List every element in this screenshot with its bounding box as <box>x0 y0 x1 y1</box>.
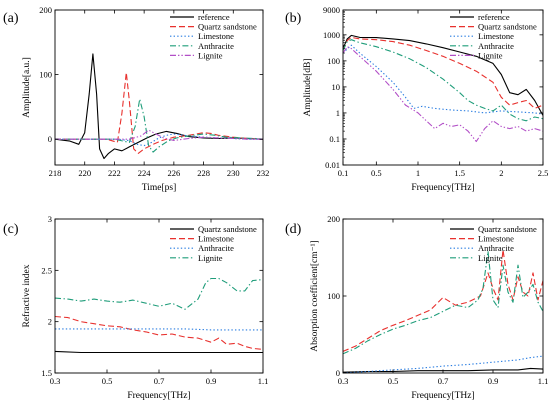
x-tick-label: 0.3 <box>50 376 61 386</box>
legend-label: reference <box>198 12 230 22</box>
legend-label: Anthracite <box>198 41 234 51</box>
x-tick-label: 0.5 <box>371 168 382 178</box>
y-tick-label: 1 <box>336 108 340 118</box>
legend-label: Quartz sandstone <box>198 22 257 32</box>
y-tick-label: 100 <box>39 70 52 80</box>
x-tick-label: 230 <box>227 168 240 178</box>
x-tick-label: 0.5 <box>388 376 399 386</box>
series-line-reference <box>343 34 543 116</box>
series-line-quartz-sandstone <box>343 367 543 373</box>
legend-label: Lignite <box>478 253 503 263</box>
legend-label: reference <box>478 12 510 22</box>
y-axis-title: Refractive index <box>21 264 32 327</box>
x-tick-label: 0.7 <box>154 376 165 386</box>
legend-label: Quartz sandstone <box>478 22 537 32</box>
x-tick-label: 222 <box>108 168 121 178</box>
series-line-lignite <box>343 46 543 143</box>
series-line-reference <box>55 53 263 160</box>
x-tick-label: 220 <box>78 168 91 178</box>
series-line-limestone <box>343 249 543 352</box>
panel-letter: (b) <box>285 11 302 26</box>
x-tick-label: 0.7 <box>438 376 449 386</box>
y-tick-label: 2 <box>48 317 52 327</box>
legend-label: Quartz sandstone <box>198 224 257 234</box>
x-tick-label: 2 <box>499 168 503 178</box>
series-line-quartz-sandstone <box>55 72 263 154</box>
y-tick-label: 200 <box>39 5 52 15</box>
panel-a: 218 220 222 224 226 228 230 232 0 100 200 Time[ps] A… <box>3 5 269 193</box>
series-line-quartz-sandstone <box>55 350 263 354</box>
legend-label: Anthracite <box>198 243 234 253</box>
x-axis-title: Frequency[THz] <box>127 391 190 401</box>
x-tick-label: 0.3 <box>338 376 349 386</box>
panel-letter: (a) <box>3 11 19 26</box>
x-tick-label: 2.5 <box>538 168 549 178</box>
y-axis-title: Absorption coefficient[cm⁻¹] <box>309 240 320 351</box>
legend-label: Lignite <box>198 50 223 60</box>
x-tick-label: 218 <box>49 168 62 178</box>
x-tick-label: 226 <box>167 168 180 178</box>
x-tick-label: 1 <box>416 168 420 178</box>
y-tick-label: 3 <box>48 214 52 224</box>
legend-label: Limestone <box>478 31 514 41</box>
y-tick-label: 0 <box>336 368 340 378</box>
y-tick-label: 1000 <box>323 30 340 40</box>
y-tick-label: 1.5 <box>41 368 52 378</box>
plot-frame <box>342 9 544 166</box>
panel-letter: (c) <box>3 222 19 237</box>
y-tick-label: 9000 <box>323 5 340 15</box>
y-tick-label: 100 <box>327 291 340 301</box>
legend-label: Anthracite <box>478 243 514 253</box>
panel-b: 0.1 0.5 1 1.5 2 2.50.010.111010010009000Frequ… <box>285 5 548 193</box>
y-tick-label: 2.5 <box>41 265 52 275</box>
x-tick-label: 224 <box>138 168 152 178</box>
x-axis-title: Time[ps] <box>142 183 177 193</box>
legend-label: Limestone <box>198 234 234 244</box>
x-tick-label: 232 <box>257 168 270 178</box>
y-tick-label: 200 <box>327 214 340 224</box>
series-line-lignite <box>55 277 263 310</box>
series-line-limestone <box>343 44 543 115</box>
y-tick-label: 0.01 <box>325 160 340 170</box>
x-tick-label: 228 <box>197 168 210 178</box>
panel-d: 0.3 0.5 0.7 0.9 1.1 0 100 200 Frequency[THz] Abso… <box>285 214 548 401</box>
series-line-quartz-sandstone <box>343 36 543 109</box>
x-axis-title: Frequency[THz] <box>411 391 474 401</box>
x-tick-label: 0.1 <box>338 168 349 178</box>
panel-letter: (d) <box>285 222 302 237</box>
series-line-anthracite <box>343 39 543 122</box>
y-axis-title: Amplitude[a.u.] <box>22 57 32 118</box>
plot-frame <box>54 9 264 166</box>
legend-label: Lignite <box>478 50 503 60</box>
x-tick-label: 1.5 <box>454 168 465 178</box>
y-tick-label: 10 <box>332 82 341 92</box>
x-tick-label: 0.9 <box>206 376 217 386</box>
y-tick-label: 0 <box>48 134 52 144</box>
y-tick-label: 100 <box>327 56 340 66</box>
series-line-anthracite <box>343 355 543 373</box>
legend-label: Quartz sandstone <box>478 224 537 234</box>
y-tick-label: 0.1 <box>329 134 340 144</box>
legend-label: Anthracite <box>478 41 514 51</box>
series-line-anthracite <box>55 98 263 153</box>
x-tick-label: 0.9 <box>488 376 499 386</box>
x-axis-title: Frequency[THz] <box>411 183 474 193</box>
series-line-limestone <box>55 315 263 350</box>
legend-label: Limestone <box>198 31 234 41</box>
legend-label: Limestone <box>478 234 514 244</box>
legend-label: Lignite <box>198 253 223 263</box>
x-tick-label: 1.1 <box>258 376 269 386</box>
x-tick-label: 1.1 <box>538 376 549 386</box>
x-tick-label: 0.5 <box>102 376 113 386</box>
y-axis-title: Amplitude[dB] <box>303 58 313 116</box>
panel-c: 0.3 0.5 0.7 0.9 1.1 1.5 2 2.5 3 Frequency[THz] Ref… <box>3 214 268 401</box>
series-line-anthracite <box>55 328 263 331</box>
series-line-lignite <box>55 129 263 142</box>
series-line-lignite <box>343 250 543 355</box>
